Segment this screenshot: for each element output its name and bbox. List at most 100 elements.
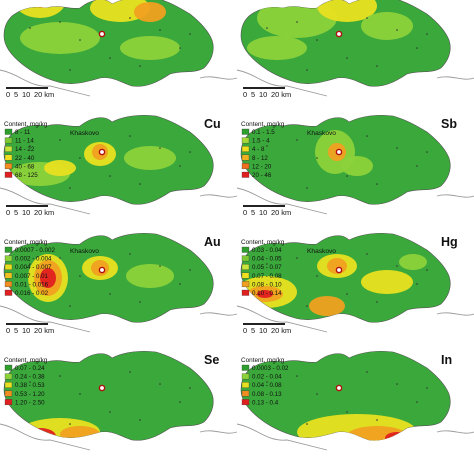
sample-point [296, 21, 298, 23]
legend-range: 0.04 - 0.05 [252, 256, 282, 263]
sample-point [159, 147, 161, 149]
sample-point [79, 157, 81, 159]
legend-range: 0.24 - 0.38 [15, 374, 45, 381]
legend-range: 8 - 11 [15, 129, 31, 136]
legend-range: 8 - 12 [252, 155, 268, 162]
sample-point [266, 263, 268, 265]
concentration-anomaly [257, 0, 337, 38]
sample-point [179, 401, 181, 403]
sample-point [426, 387, 428, 389]
legend-swatch [241, 246, 250, 253]
sample-point [109, 175, 111, 177]
sample-point [69, 187, 71, 189]
sample-point [316, 157, 318, 159]
scale-bar [6, 323, 48, 325]
sample-point [179, 283, 181, 285]
legend-range: 0.07 - 0.24 [15, 365, 45, 372]
scale-tick: 0 [6, 326, 10, 335]
sample-point [346, 57, 348, 59]
sample-point [129, 371, 131, 373]
sample-point [426, 151, 428, 153]
legend-range: 0.07 - 0.08 [252, 273, 282, 280]
town-label: Khaskovo [307, 130, 336, 137]
legend-title: Content, mg/kg [241, 357, 285, 364]
legend-range: 14 - 22 [15, 146, 35, 153]
legend-range: 0.002 - 0.004 [15, 256, 52, 263]
legend-range: 0.13 - 0.4 [252, 399, 279, 406]
legend-swatch [241, 289, 250, 296]
legend-range: 0.08 - 0.10 [252, 281, 282, 288]
sample-point [306, 69, 308, 71]
sample-point [376, 301, 378, 303]
sample-point [69, 423, 71, 425]
sample-point [416, 165, 418, 167]
sample-point [396, 383, 398, 385]
element-symbol: Hg [441, 235, 458, 249]
town-label: Khaskovo [70, 130, 99, 137]
map-panel: 0 5 10 20 km [236, 0, 474, 99]
legend-swatch [4, 272, 13, 279]
sample-point [366, 17, 368, 19]
legend-swatch [4, 382, 13, 388]
concentration-anomaly [134, 2, 166, 22]
country-border [0, 423, 238, 451]
element-symbol: Cu [204, 117, 221, 131]
legend-swatch [241, 128, 250, 135]
scale-bar [243, 87, 285, 89]
scale-tick: 0 [6, 90, 10, 99]
concentration-anomaly [317, 0, 377, 22]
concentration-anomaly [361, 270, 413, 294]
concentration-anomaly [37, 0, 51, 2]
legend-range: 0.05 - 0.07 [252, 264, 282, 271]
sample-point [179, 165, 181, 167]
anomaly-layer [297, 414, 417, 441]
town-marker [335, 384, 343, 392]
legend-swatch [241, 382, 250, 388]
scale-tick: 10 [259, 326, 267, 335]
sample-point [416, 47, 418, 49]
concentration-anomaly [14, 0, 66, 18]
legend-swatch [4, 146, 13, 152]
legend-range: 12 - 20 [252, 163, 272, 170]
sample-point [59, 257, 61, 259]
concentration-anomaly [120, 36, 180, 60]
scale-bar [243, 205, 285, 207]
legend-swatch [4, 289, 13, 296]
legend-swatch [241, 281, 250, 288]
sample-point [346, 293, 348, 295]
sample-point [306, 423, 308, 425]
scale-label: 20 km [271, 208, 291, 217]
legend-swatch [241, 373, 250, 380]
sample-point [159, 29, 161, 31]
legend-swatch [241, 163, 250, 170]
scale-tick: 5 [14, 90, 18, 99]
country-border [236, 305, 474, 333]
legend-range: 40 - 68 [15, 163, 35, 170]
sample-point [59, 139, 61, 141]
legend-swatch [4, 390, 13, 397]
country-border [0, 187, 238, 215]
country-border [236, 423, 474, 451]
legend-swatch [241, 137, 250, 144]
map-panel: Khaskovo Au Content, mg/kg0.0007 - 0.002 0.… [0, 232, 238, 335]
scale-bar [243, 323, 285, 325]
legend-range: 20 - 46 [252, 172, 272, 179]
sample-point [179, 47, 181, 49]
legend-range: 22 - 40 [15, 155, 35, 162]
sample-point [109, 411, 111, 413]
legend-swatch [4, 264, 13, 270]
legend-swatch [4, 128, 13, 135]
sample-point [139, 65, 141, 67]
legend-swatch [241, 264, 250, 270]
scale-tick: 0 [243, 208, 247, 217]
legend-swatch [241, 364, 250, 371]
legend-title: Content, mg/kg [241, 239, 285, 246]
legend-range: 4 - 8 [252, 146, 265, 153]
sample-point [316, 275, 318, 277]
sample-point [129, 135, 131, 137]
town-marker [335, 30, 343, 38]
sample-point [29, 263, 31, 265]
sample-point [426, 33, 428, 35]
concentration-anomaly [20, 22, 100, 54]
legend-swatch [4, 281, 13, 288]
